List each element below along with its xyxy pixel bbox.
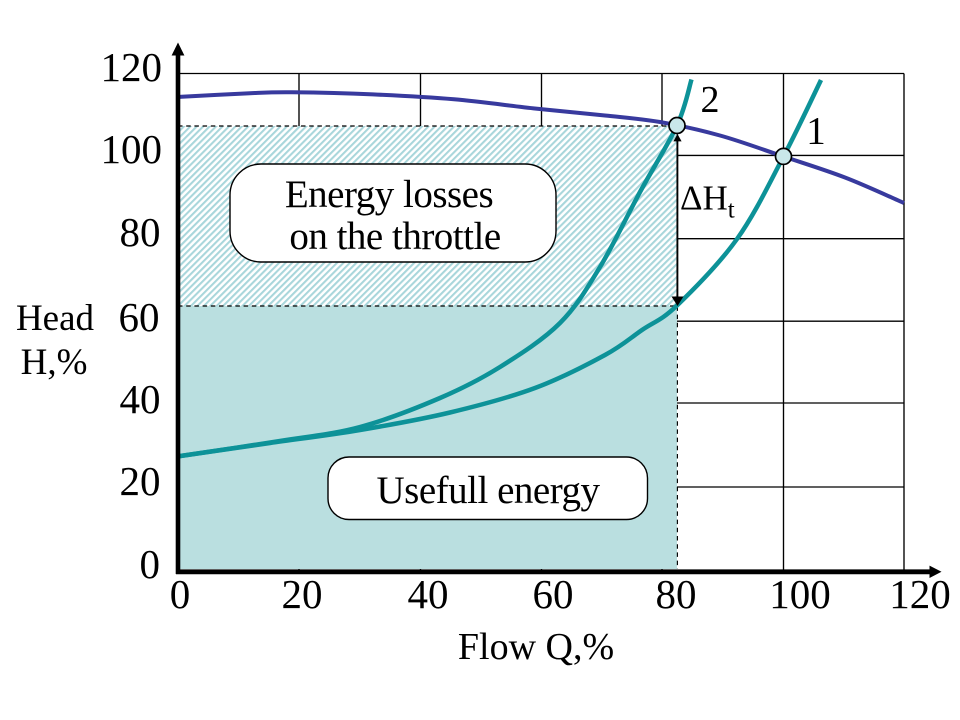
svg-text:120: 120 (889, 571, 951, 617)
svg-text:80: 80 (120, 209, 161, 255)
svg-text:40: 40 (408, 571, 449, 617)
svg-text:20: 20 (282, 571, 323, 617)
svg-text:0: 0 (140, 541, 161, 587)
svg-text:80: 80 (656, 571, 697, 617)
svg-text:Flow Q,%: Flow Q,% (458, 626, 614, 668)
svg-text:on the throttle: on the throttle (289, 215, 500, 258)
svg-text:Usefull energy: Usefull energy (377, 469, 601, 512)
svg-text:120: 120 (101, 44, 163, 90)
svg-text:ΔHt: ΔHt (680, 179, 735, 224)
svg-text:100: 100 (101, 126, 163, 172)
svg-text:Head: Head (16, 298, 95, 339)
svg-text:0: 0 (170, 571, 191, 617)
svg-text:H,%: H,% (21, 342, 88, 383)
svg-text:60: 60 (119, 294, 160, 340)
svg-text:Energy losses: Energy losses (285, 173, 493, 216)
svg-text:20: 20 (120, 458, 161, 504)
svg-text:2: 2 (701, 79, 720, 121)
svg-text:60: 60 (533, 571, 574, 617)
svg-text:100: 100 (769, 571, 831, 617)
svg-text:1: 1 (806, 110, 826, 153)
svg-text:40: 40 (120, 376, 161, 422)
